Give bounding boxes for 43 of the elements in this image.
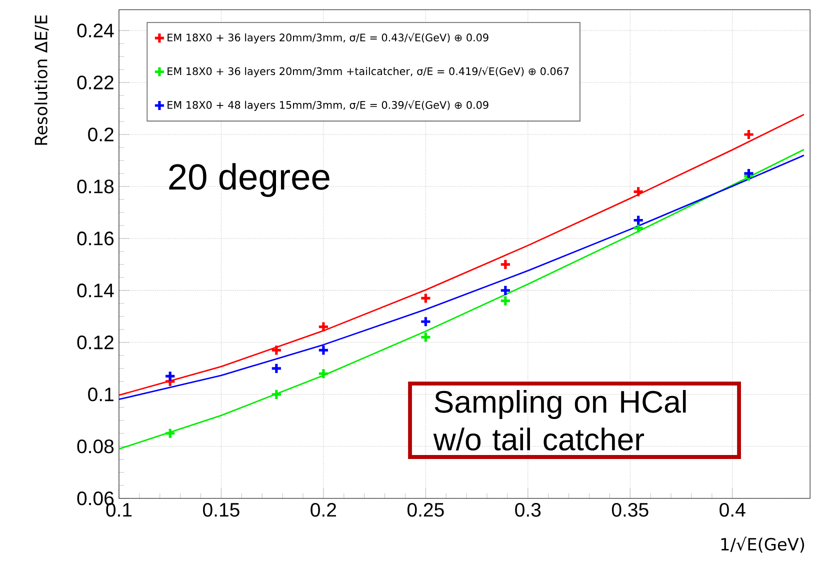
point <box>318 344 330 356</box>
point <box>270 344 282 356</box>
point <box>742 128 755 140</box>
point <box>632 186 644 198</box>
y-tick-label: 0.16 <box>77 232 114 246</box>
y-axis-title: Resolution ΔE/E <box>34 15 49 145</box>
y-tick-label: 0.12 <box>77 336 114 350</box>
y-tick-label: 0.22 <box>77 76 114 90</box>
x-tick-label: 0.2 <box>310 502 336 517</box>
y-tick-label: 0.14 <box>77 284 114 298</box>
x-tick-label: 0.25 <box>407 502 444 517</box>
legend-label: EM 18X0 + 36 layers 20mm/3mm, σ/E = 0.43/√E(GeV) ⊕ 0.09 <box>168 32 488 44</box>
point <box>420 331 432 344</box>
x-tick-label: 0.1 <box>106 502 132 517</box>
line-series <box>118 148 805 450</box>
y-tick-label: 0.18 <box>77 180 114 194</box>
point <box>164 370 176 382</box>
point <box>318 320 330 333</box>
annotation: 20 degree <box>169 163 330 197</box>
legend-label: EM 18X0 + 48 layers 15mm/3mm, σ/E = 0.39/√E(GeV) ⊕ 0.09 <box>168 100 488 111</box>
point <box>500 258 512 270</box>
point <box>500 294 512 307</box>
y-tick-label: 0.08 <box>77 439 114 454</box>
x-tick-label: 0.4 <box>720 502 746 517</box>
annotation: Sampling on HCal w/o tail catcher <box>433 390 686 451</box>
point <box>420 292 432 304</box>
point <box>270 362 282 374</box>
x-tick-label: 0.35 <box>612 502 648 517</box>
point <box>420 316 432 328</box>
y-tick-label: 0.1 <box>88 388 114 402</box>
point <box>318 368 330 380</box>
point <box>270 388 282 400</box>
x-axis-title: 1/√E(GeV) <box>721 536 804 553</box>
y-tick-label: 0.06 <box>77 491 114 506</box>
point <box>164 428 176 440</box>
y-tick-label: 0.2 <box>88 128 114 142</box>
legend-label: EM 18X0 + 36 layers 20mm/3mm +tailcatcher, σ/E = 0.419/√E(GeV) ⊕ 0.067 <box>168 66 569 78</box>
point <box>632 214 644 226</box>
x-tick-label: 0.3 <box>515 502 541 517</box>
point <box>500 284 512 296</box>
y-tick-label: 0.24 <box>77 24 114 38</box>
x-tick-label: 0.15 <box>203 502 240 517</box>
point <box>742 168 755 180</box>
